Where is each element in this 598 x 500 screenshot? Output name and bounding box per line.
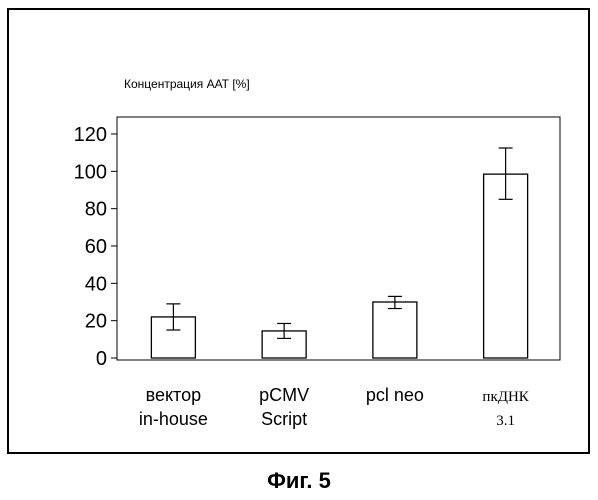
error-bars xyxy=(166,148,512,338)
x-category-label: 3.1 xyxy=(496,413,515,429)
y-tick-label: 120 xyxy=(74,124,107,146)
y-tick-label: 100 xyxy=(74,161,107,183)
y-tick-label: 40 xyxy=(85,273,107,295)
x-category-label: вектор xyxy=(146,385,202,405)
x-category-label: пкДНК xyxy=(482,389,529,405)
figure-caption: Фиг. 5 xyxy=(0,468,598,494)
x-category-label: pCMV xyxy=(259,385,309,405)
y-tick-label: 20 xyxy=(85,311,107,333)
x-category-label: Script xyxy=(261,409,307,429)
y-tick-label: 80 xyxy=(85,199,107,221)
bar xyxy=(373,302,417,358)
bar xyxy=(484,174,528,358)
x-category-label: pcl neo xyxy=(366,385,424,405)
y-axis-ticks: 0 20 40 60 80 100 120 xyxy=(74,124,117,370)
y-axis-label: Концентрация ААТ [%] xyxy=(124,77,250,91)
x-category-label: in-house xyxy=(139,409,208,429)
y-tick-label: 0 xyxy=(96,348,107,370)
bars xyxy=(151,174,527,358)
x-axis-category-labels: вектор in-house pCMV Script pcl neo пкДНК 3.1 xyxy=(139,385,530,429)
y-tick-label: 60 xyxy=(85,236,107,258)
